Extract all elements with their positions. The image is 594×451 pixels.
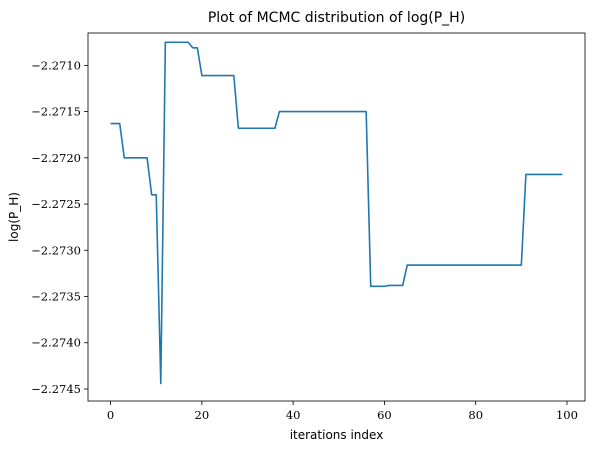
y-tick-label: −2.2710	[31, 58, 81, 72]
y-axis: −2.2710 −2.2715 −2.2720 −2.2725 −2.2730 −2.27…	[31, 58, 88, 396]
series-points	[110, 42, 562, 383]
y-tick-label: −2.2745	[31, 382, 81, 396]
x-tick-label: 40	[286, 408, 301, 422]
chart-title-text: Plot of MCMC distribution of log(P_H)	[208, 10, 465, 26]
x-axis: 0 20 40 60 80 100	[107, 401, 578, 422]
y-tick-label: −2.2730	[31, 243, 81, 257]
chart-title: Plot of MCMC distribution of log(P_H)	[208, 10, 465, 26]
y-axis-label: log(P_H)	[7, 192, 21, 242]
x-tick-label: 80	[468, 408, 483, 422]
x-tick-label: 60	[377, 408, 392, 422]
x-tick-label: 0	[107, 408, 114, 422]
y-tick-label: −2.2735	[31, 290, 81, 304]
x-tick-label: 100	[556, 408, 578, 422]
x-axis-label: iterations index	[290, 428, 384, 442]
y-tick-label: −2.2720	[31, 151, 81, 165]
y-tick-label: −2.2715	[31, 105, 81, 119]
x-tick-label: 20	[195, 408, 210, 422]
plot-frame	[87, 32, 586, 402]
y-tick-label: −2.2725	[31, 197, 81, 211]
y-tick-label: −2.2740	[31, 336, 81, 350]
series-line	[110, 41, 563, 385]
